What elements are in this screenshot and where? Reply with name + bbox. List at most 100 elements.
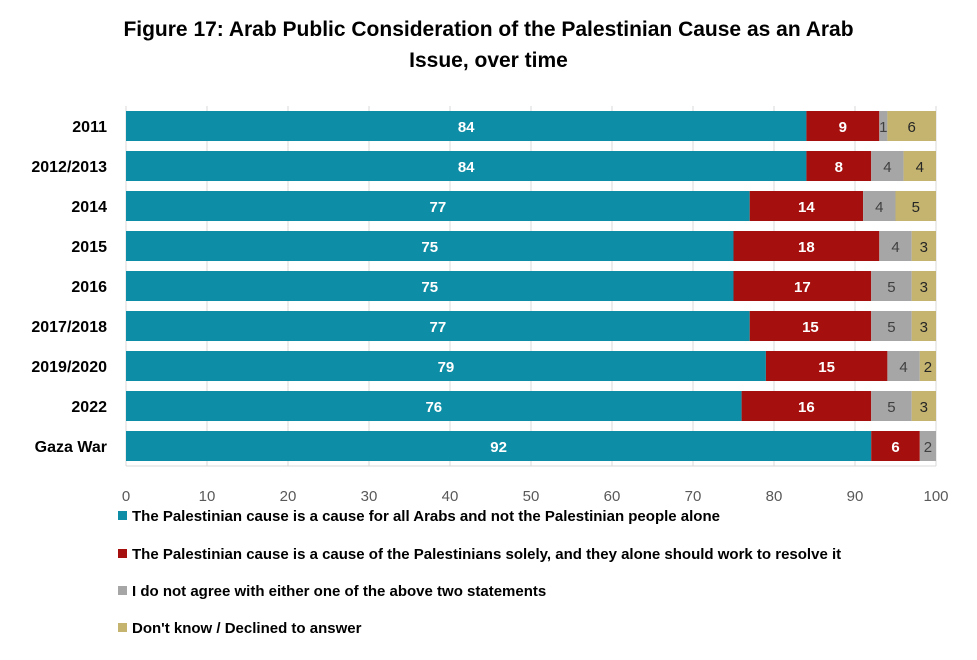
bar-segment-2-2 — [863, 191, 896, 221]
data-label-1-7: 16 — [798, 399, 815, 416]
x-tick-label-8: 80 — [766, 488, 783, 505]
data-label-1-8: 6 — [891, 439, 899, 456]
bar-segment-2-1 — [871, 151, 904, 181]
category-label-1: 2012/2013 — [31, 159, 107, 176]
x-tick-label-7: 70 — [685, 488, 702, 505]
bar-segment-1-5 — [749, 311, 872, 341]
data-label-2-6: 4 — [899, 359, 907, 376]
chart-title: Figure 17: Arab Public Consideration of … — [0, 14, 977, 76]
data-label-2-2: 4 — [875, 199, 883, 216]
category-label-2: 2014 — [71, 199, 107, 216]
bar-segment-1-1 — [806, 151, 872, 181]
x-tick-label-9: 90 — [847, 488, 864, 505]
data-label-1-3: 18 — [798, 239, 815, 256]
bar-segment-2-5 — [871, 311, 912, 341]
data-label-1-2: 14 — [798, 199, 815, 216]
bar-segment-0-2 — [126, 191, 750, 221]
bar-segment-3-1 — [903, 151, 936, 181]
data-label-2-7: 5 — [887, 399, 895, 416]
data-label-0-2: 77 — [430, 199, 447, 216]
data-label-3-6: 2 — [924, 359, 932, 376]
data-label-1-6: 15 — [818, 359, 835, 376]
data-label-0-7: 76 — [425, 399, 442, 416]
data-label-0-0: 84 — [458, 119, 475, 136]
legend-item-1: The Palestinian cause is a cause of the … — [118, 546, 841, 563]
data-label-1-4: 17 — [794, 279, 811, 296]
data-label-3-3: 3 — [920, 239, 928, 256]
data-label-3-5: 3 — [920, 319, 928, 336]
legend-label-3: Don't know / Declined to answer — [132, 620, 362, 637]
x-tick-label-2: 20 — [280, 488, 297, 505]
bar-segment-3-7 — [911, 391, 936, 421]
bar-segment-3-0 — [887, 111, 936, 141]
bar-segment-1-7 — [741, 391, 872, 421]
bar-segment-1-0 — [806, 111, 880, 141]
bar-segment-3-3 — [911, 231, 936, 261]
bar-segment-1-6 — [765, 351, 888, 381]
bar-segment-2-7 — [871, 391, 912, 421]
data-label-2-8: 2 — [924, 439, 932, 456]
bar-segment-0-7 — [126, 391, 742, 421]
data-label-3-7: 3 — [920, 399, 928, 416]
data-label-2-1: 4 — [883, 159, 891, 176]
category-label-8: Gaza War — [35, 439, 107, 456]
x-tick-label-6: 60 — [604, 488, 621, 505]
bar-segment-2-3 — [879, 231, 912, 261]
legend-item-3: Don't know / Declined to answer — [118, 620, 361, 637]
bar-segment-0-8 — [126, 431, 872, 461]
bar-segment-3-6 — [919, 351, 936, 381]
legend-label-2: I do not agree with either one of the ab… — [132, 583, 547, 600]
x-tick-label-4: 40 — [442, 488, 459, 505]
legend-swatch-2 — [118, 586, 127, 595]
category-label-5: 2017/2018 — [31, 319, 107, 336]
category-label-4: 2016 — [71, 279, 107, 296]
category-label-3: 2015 — [71, 239, 107, 256]
legend-swatch-1 — [118, 549, 127, 558]
bar-segment-2-8 — [919, 431, 936, 461]
bar-segment-0-5 — [126, 311, 750, 341]
bar-segment-2-6 — [887, 351, 920, 381]
data-label-0-8: 92 — [490, 439, 507, 456]
data-label-2-5: 5 — [887, 319, 895, 336]
bar-segment-3-2 — [895, 191, 936, 221]
data-label-2-4: 5 — [887, 279, 895, 296]
category-label-7: 2022 — [71, 399, 107, 416]
bar-segment-3-4 — [911, 271, 936, 301]
legend-item-2: I do not agree with either one of the ab… — [118, 583, 546, 600]
data-label-0-1: 84 — [458, 159, 475, 176]
bar-segment-1-2 — [749, 191, 864, 221]
data-label-1-1: 8 — [835, 159, 843, 176]
x-tick-label-5: 50 — [523, 488, 540, 505]
legend-item-0: The Palestinian cause is a cause for all… — [118, 508, 720, 525]
bar-segment-1-4 — [733, 271, 872, 301]
bar-segment-1-3 — [733, 231, 880, 261]
data-label-3-4: 3 — [920, 279, 928, 296]
bar-segment-2-0 — [879, 111, 888, 141]
legend-label-0: The Palestinian cause is a cause for all… — [132, 508, 720, 525]
legend-label-1: The Palestinian cause is a cause of the … — [132, 546, 842, 563]
x-tick-label-0: 0 — [122, 488, 130, 505]
legend-swatch-3 — [118, 623, 127, 632]
bar-segment-0-6 — [126, 351, 766, 381]
legend-swatch-0 — [118, 511, 127, 520]
bar-segment-3-5 — [911, 311, 936, 341]
x-tick-label-1: 10 — [199, 488, 216, 505]
data-label-2-3: 4 — [891, 239, 899, 256]
bar-segment-0-4 — [126, 271, 734, 301]
bar-segment-1-8 — [871, 431, 920, 461]
data-label-0-4: 75 — [421, 279, 438, 296]
bar-segment-0-1 — [126, 151, 807, 181]
bar-segment-2-4 — [871, 271, 912, 301]
chart-title-line-1: Figure 17: Arab Public Consideration of … — [123, 18, 854, 41]
category-label-6: 2019/2020 — [31, 359, 107, 376]
x-tick-label-10: 100 — [923, 488, 948, 505]
data-label-2-0: 1 — [879, 119, 887, 136]
data-label-1-5: 15 — [802, 319, 819, 336]
x-tick-label-3: 30 — [361, 488, 378, 505]
data-label-3-2: 5 — [912, 199, 920, 216]
data-label-1-0: 9 — [839, 119, 847, 136]
bar-segment-0-0 — [126, 111, 807, 141]
data-label-3-1: 4 — [916, 159, 924, 176]
category-label-0: 2011 — [72, 119, 107, 136]
